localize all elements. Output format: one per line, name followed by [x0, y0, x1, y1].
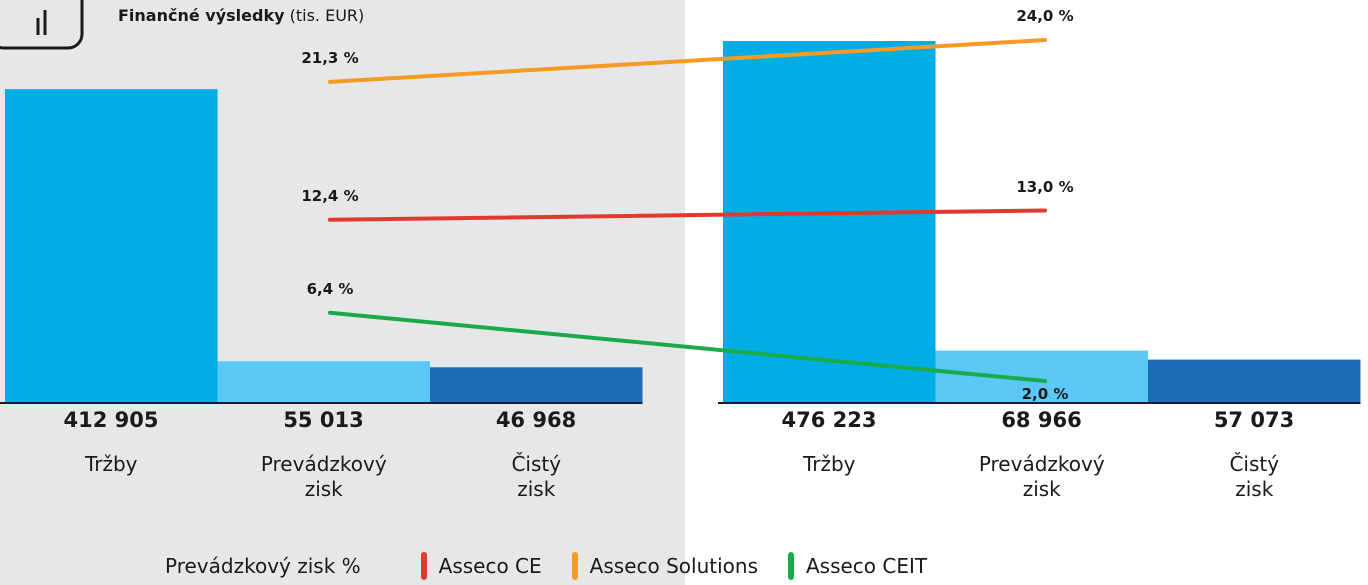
- legend: Prevádzkový zisk % Asseco CE Asseco Solut…: [165, 552, 927, 580]
- line: [328, 310, 1047, 383]
- bar: [430, 367, 643, 403]
- percent-label: 21,3 %: [301, 48, 359, 67]
- legend-item: Asseco Solutions: [571, 552, 758, 580]
- percent-label: 12,4 %: [301, 186, 359, 205]
- category-label: Prevádzkový zisk: [260, 452, 387, 501]
- category-cell: Tržby: [723, 452, 936, 477]
- value-label: 57 073: [1213, 408, 1295, 432]
- value-label: 476 223: [781, 408, 877, 432]
- legend-swatch: [571, 552, 578, 580]
- legend-item: Asseco CE: [420, 552, 542, 580]
- title: Finančné výsledky (tis. EUR): [118, 6, 364, 25]
- percent-label: 24,0 %: [1016, 7, 1074, 25]
- category-label: Tržby: [802, 452, 856, 476]
- value-label: 412 905: [63, 408, 159, 432]
- value-label: 55 013: [283, 408, 364, 432]
- legend-swatch: [787, 552, 794, 580]
- category-label: Čistý zisk: [1229, 452, 1280, 501]
- category-label: Prevádzkový zisk: [978, 452, 1105, 501]
- legend-item: Asseco CEIT: [787, 552, 928, 580]
- category-label: Tržby: [84, 452, 138, 476]
- legend-swatch: [420, 552, 427, 580]
- legend-label: Asseco CE: [438, 554, 542, 578]
- value-label: 46 968: [495, 408, 577, 432]
- bar: [217, 361, 430, 403]
- legend-label: Asseco CEIT: [805, 554, 928, 578]
- category-cell: Čistý zisk: [430, 452, 643, 502]
- percent-label: 6,4 %: [306, 279, 354, 298]
- legend-label: Asseco Solutions: [589, 554, 758, 578]
- title-text: Finančné výsledky: [118, 6, 285, 25]
- category-label: Čistý zisk: [511, 452, 562, 501]
- category-cell: Tržby: [5, 452, 218, 477]
- percent-label: 2,0 %: [1021, 385, 1069, 403]
- line: [328, 208, 1047, 222]
- icon: [0, 0, 84, 50]
- line: [328, 38, 1047, 84]
- percent-label: 13,0 %: [1016, 177, 1074, 196]
- bar: [1148, 359, 1361, 403]
- category-cell: Čistý zisk: [1148, 452, 1361, 502]
- value-label: 68 966: [1001, 408, 1082, 432]
- bar: [5, 89, 218, 404]
- subtitle: (tis. EUR): [289, 6, 365, 25]
- category-cell: Prevádzkový zisk: [936, 452, 1149, 502]
- legend-title: Prevádzkový zisk %: [165, 554, 361, 578]
- category-cell: Prevádzkový zisk: [218, 452, 431, 502]
- bar: [723, 41, 936, 403]
- bar: [935, 350, 1148, 403]
